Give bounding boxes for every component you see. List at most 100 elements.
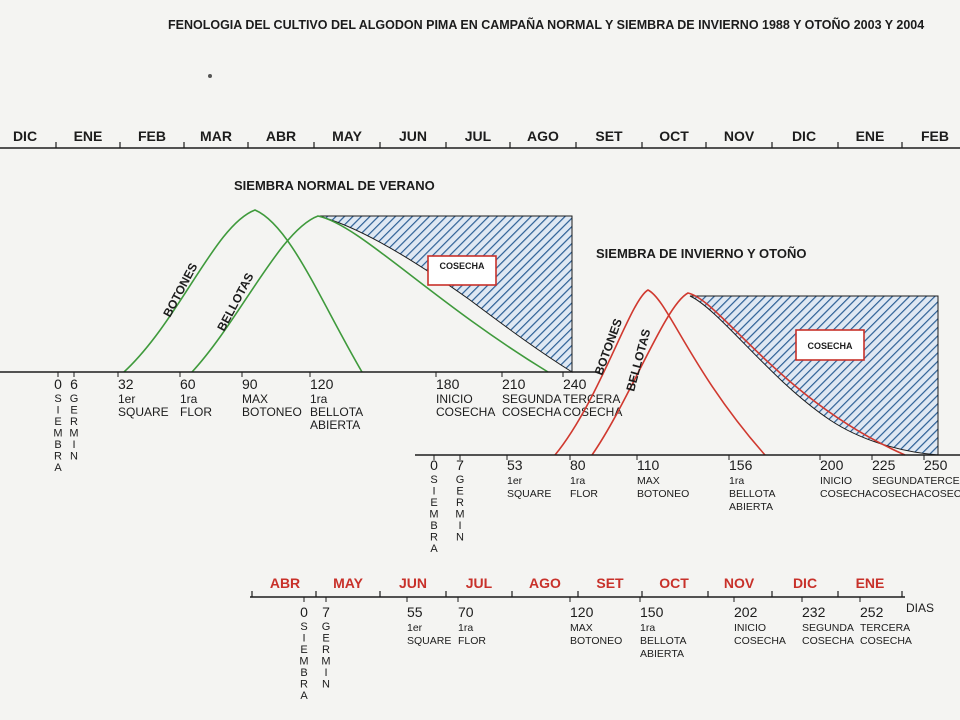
top-month-ene: ENE bbox=[74, 128, 103, 144]
stage-line2: BOTONEO bbox=[570, 635, 622, 647]
stage-line1: TERCERA bbox=[860, 622, 910, 634]
stage-line2: FLOR bbox=[570, 488, 598, 500]
top-month-mar: MAR bbox=[200, 128, 232, 144]
stage-vertical-letter: E bbox=[54, 416, 61, 428]
top-month-ene: ENE bbox=[856, 128, 885, 144]
stage-day: 55 bbox=[407, 604, 423, 620]
stage-vertical-letter: S bbox=[54, 393, 61, 405]
stage-line2: COSECHA bbox=[436, 405, 495, 419]
winter-harvest-area bbox=[689, 295, 939, 456]
stage-day: 150 bbox=[640, 604, 664, 620]
stage-vertical-letter: E bbox=[300, 644, 307, 656]
stage-line1: 1er bbox=[507, 475, 523, 487]
stage-line2: BELLOTA bbox=[310, 405, 363, 419]
stage-vertical-letter: B bbox=[54, 439, 61, 451]
stage-line2: BELLOTA bbox=[729, 488, 776, 500]
stage-day: 252 bbox=[860, 604, 884, 620]
winter-bellotas-curve bbox=[591, 292, 906, 456]
stage-day: 225 bbox=[872, 457, 896, 473]
stage-line2: SQUARE bbox=[407, 635, 451, 647]
stage-vertical-letter: N bbox=[322, 679, 330, 691]
stage-day: 70 bbox=[458, 604, 474, 620]
stage-vertical-letter: A bbox=[54, 462, 62, 474]
bottom-month-may: MAY bbox=[333, 575, 363, 591]
winter-season-heading: SIEMBRA DE INVIERNO Y OTOÑO bbox=[596, 246, 806, 261]
stage-vertical-letter: S bbox=[430, 474, 437, 486]
stage-line2: BOTONEO bbox=[637, 488, 689, 500]
top-month-dic: DIC bbox=[13, 128, 37, 144]
top-month-set: SET bbox=[595, 128, 623, 144]
bottom-month-abr: ABR bbox=[270, 575, 300, 591]
bottom-month-set: SET bbox=[596, 575, 624, 591]
top-month-jun: JUN bbox=[399, 128, 427, 144]
stage-line3: ABIERTA bbox=[640, 648, 684, 660]
stage-vertical-letter: I bbox=[432, 486, 435, 498]
stage-line2: FLOR bbox=[180, 405, 212, 419]
stage-line1: TERCERA bbox=[924, 475, 960, 487]
normal-bellotas-label: BELLOTAS bbox=[214, 271, 256, 334]
stage-vertical-letter: R bbox=[322, 644, 330, 656]
stage-vertical-letter: E bbox=[456, 486, 463, 498]
stage-vertical-letter: G bbox=[456, 474, 465, 486]
stage-vertical-letter: G bbox=[322, 621, 331, 633]
stage-line2: COSECHA bbox=[802, 635, 854, 647]
normal-botones-curve bbox=[123, 209, 363, 373]
stage-vertical-letter: R bbox=[70, 416, 78, 428]
stage-vertical-letter: M bbox=[321, 656, 330, 668]
stage-vertical-letter: E bbox=[70, 405, 77, 417]
stage-line1: 1ra bbox=[570, 475, 585, 487]
winter-botones-curve bbox=[554, 289, 766, 456]
top-month-feb: FEB bbox=[138, 128, 166, 144]
stage-line3: ABIERTA bbox=[729, 501, 773, 513]
stage-line2: FLOR bbox=[458, 635, 486, 647]
bottom-month-oct: OCT bbox=[659, 575, 689, 591]
winter-bellotas-label: BELLOTAS bbox=[623, 328, 653, 393]
stage-vertical-letter: E bbox=[322, 633, 329, 645]
stage-line1: INICIO bbox=[820, 475, 852, 487]
stage-day: 80 bbox=[570, 457, 586, 473]
stage-vertical-letter: R bbox=[54, 451, 62, 463]
stage-line1: TERCERA bbox=[563, 392, 620, 406]
stage-line2: COSECHA bbox=[502, 405, 561, 419]
stage-day: 156 bbox=[729, 457, 753, 473]
stage-line1: MAX bbox=[637, 475, 660, 487]
stage-vertical-letter: N bbox=[70, 451, 78, 463]
top-month-oct: OCT bbox=[659, 128, 689, 144]
stage-day: 6 bbox=[70, 376, 78, 392]
top-month-abr: ABR bbox=[266, 128, 296, 144]
stage-vertical-letter: S bbox=[300, 621, 307, 633]
bottom-month-ene: ENE bbox=[856, 575, 885, 591]
top-month-ago: AGO bbox=[527, 128, 559, 144]
stage-day: 210 bbox=[502, 376, 526, 392]
stage-line1: 1er bbox=[407, 622, 423, 634]
stage-vertical-letter: M bbox=[53, 428, 62, 440]
stage-line1: 1ra bbox=[310, 392, 328, 406]
stage-line2: COSECHA bbox=[924, 488, 960, 500]
stage-line1: 1er bbox=[118, 392, 135, 406]
stage-vertical-letter: M bbox=[429, 509, 438, 521]
stage-day: 120 bbox=[570, 604, 594, 620]
stage-line1: MAX bbox=[570, 622, 593, 634]
stage-line1: 1ra bbox=[729, 475, 744, 487]
normal-cosecha-box bbox=[427, 255, 497, 286]
stage-line1: INICIO bbox=[436, 392, 473, 406]
stage-day: 110 bbox=[637, 457, 660, 473]
stage-line1: SEGUNDA bbox=[872, 475, 924, 487]
stage-day: 7 bbox=[322, 604, 330, 620]
top-month-feb: FEB bbox=[921, 128, 949, 144]
stage-day: 232 bbox=[802, 604, 826, 620]
normal-botones-label: BOTONES bbox=[160, 261, 200, 320]
